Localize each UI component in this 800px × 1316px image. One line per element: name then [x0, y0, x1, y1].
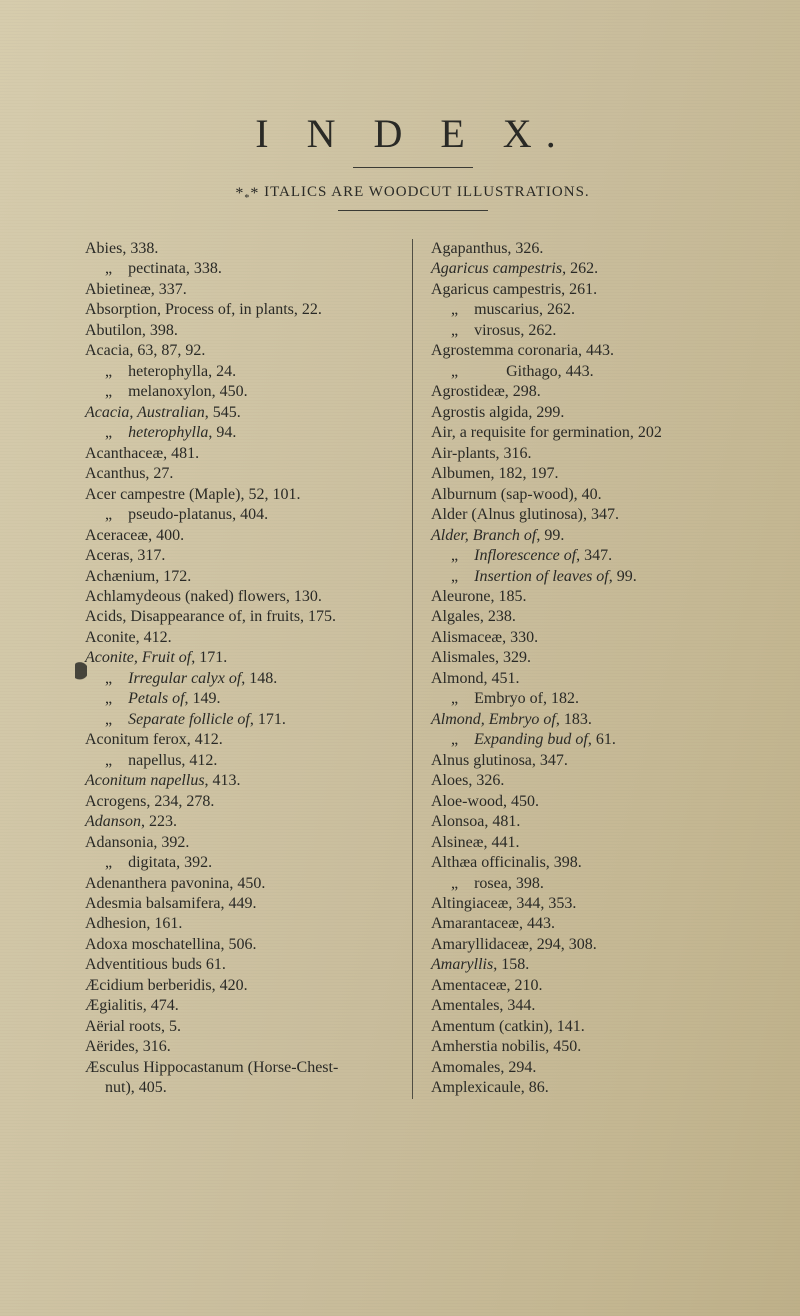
index-entry: „ Irregular calyx of, 148. [85, 669, 394, 689]
index-entry: Acanthus, 27. [85, 464, 394, 484]
index-entry: Almond, Embryo of, 183. [431, 710, 740, 730]
index-entry: Aleurone, 185. [431, 587, 740, 607]
index-entry: Alismales, 329. [431, 648, 740, 668]
index-entry: „ muscarius, 262. [431, 300, 740, 320]
index-entry: „ Insertion of leaves of, 99. [431, 567, 740, 587]
index-entry: Amentales, 344. [431, 996, 740, 1016]
ink-mark-icon [75, 662, 87, 684]
index-entry: Alder, Branch of, 99. [431, 526, 740, 546]
index-entry: „ melanoxylon, 450. [85, 382, 394, 402]
index-entry: Absorption, Process of, in plants, 22. [85, 300, 394, 320]
index-entry: Alburnum (sap-wood), 40. [431, 485, 740, 505]
index-entry: Amaryllidaceæ, 294, 308. [431, 935, 740, 955]
index-entry: Achænium, 172. [85, 567, 394, 587]
subtitle: *** ITALICS ARE WOODCUT ILLUSTRATIONS. [85, 184, 740, 204]
rule-under-subtitle [338, 210, 488, 211]
index-entry: Acer campestre (Maple), 52, 101. [85, 485, 394, 505]
index-entry: Adansonia, 392. [85, 833, 394, 853]
index-entry: Agaricus campestris, 261. [431, 280, 740, 300]
index-entry: Acrogens, 234, 278. [85, 792, 394, 812]
index-entry: Amherstia nobilis, 450. [431, 1037, 740, 1057]
index-title: I N D E X. [85, 110, 740, 157]
index-entry: Aceraceæ, 400. [85, 526, 394, 546]
index-entry: „ rosea, 398. [431, 874, 740, 894]
index-entry: Adventitious buds 61. [85, 955, 394, 975]
index-entry: Aconitum napellus, 413. [85, 771, 394, 791]
index-entry: Agapanthus, 326. [431, 239, 740, 259]
index-entry: „ heterophylla, 24. [85, 362, 394, 382]
index-entry: Acanthaceæ, 481. [85, 444, 394, 464]
index-entry: „ Inflorescence of, 347. [431, 546, 740, 566]
index-entry: Aconitum ferox, 412. [85, 730, 394, 750]
index-entry: Aconite, 412. [85, 628, 394, 648]
index-entry: „ Separate follicle of, 171. [85, 710, 394, 730]
column-left: Abies, 338. „ pectinata, 338.Abietineæ, … [85, 239, 394, 1099]
index-entry: „ Petals of, 149. [85, 689, 394, 709]
index-entry: Aloe-wood, 450. [431, 792, 740, 812]
index-entry: Ægialitis, 474. [85, 996, 394, 1016]
index-entry: Almond, 451. [431, 669, 740, 689]
index-entry: Amarantaceæ, 443. [431, 914, 740, 934]
index-entry: Adoxa moschatellina, 506. [85, 935, 394, 955]
index-entry: Albumen, 182, 197. [431, 464, 740, 484]
index-entry: Alder (Alnus glutinosa), 347. [431, 505, 740, 525]
index-entry: Æcidium berberidis, 420. [85, 976, 394, 996]
index-entry: Abies, 338. [85, 239, 394, 259]
column-right: Agapanthus, 326.Agaricus campestris, 262… [431, 239, 740, 1099]
index-entry: Altingiaceæ, 344, 353. [431, 894, 740, 914]
index-entry: Achlamydeous (naked) flowers, 130. [85, 587, 394, 607]
index-entry: Abutilon, 398. [85, 321, 394, 341]
index-entry: Acacia, 63, 87, 92. [85, 341, 394, 361]
index-entry: Amaryllis, 158. [431, 955, 740, 975]
page: I N D E X. *** ITALICS ARE WOODCUT ILLUS… [0, 0, 800, 1316]
index-entry: Aceras, 317. [85, 546, 394, 566]
index-entry: Æsculus Hippocastanum (Horse-Chest- [85, 1058, 394, 1078]
index-entry: Alonsoa, 481. [431, 812, 740, 832]
index-entry: Agaricus campestris, 262. [431, 259, 740, 279]
index-entry: Abietineæ, 337. [85, 280, 394, 300]
index-entry: Amentum (catkin), 141. [431, 1017, 740, 1037]
index-entry: Alnus glutinosa, 347. [431, 751, 740, 771]
index-entry: Adanson, 223. [85, 812, 394, 832]
index-entry: Aërides, 316. [85, 1037, 394, 1057]
index-entry: „ Githago, 443. [431, 362, 740, 382]
index-entry: „ pseudo-platanus, 404. [85, 505, 394, 525]
index-entry: Agrostis algida, 299. [431, 403, 740, 423]
index-entry: Agrostideæ, 298. [431, 382, 740, 402]
subtitle-text: ITALICS ARE WOODCUT ILLUSTRATIONS. [259, 184, 589, 200]
index-entry: „ napellus, 412. [85, 751, 394, 771]
index-entry: Aloes, 326. [431, 771, 740, 791]
index-entry: Alsineæ, 441. [431, 833, 740, 853]
index-entry: nut), 405. [85, 1078, 394, 1098]
index-entry: Air, a requisite for germination, 202 [431, 423, 740, 443]
index-entry: „ digitata, 392. [85, 853, 394, 873]
index-entry: Amplexicaule, 86. [431, 1078, 740, 1098]
index-entry: „ Embryo of, 182. [431, 689, 740, 709]
index-entry: Adenanthera pavonina, 450. [85, 874, 394, 894]
index-entry: Acacia, Australian, 545. [85, 403, 394, 423]
index-entry: Aconite, Fruit of, 171. [85, 648, 394, 668]
asterisk-left: * [235, 185, 244, 202]
column-divider [412, 239, 413, 1099]
index-entry: Adhesion, 161. [85, 914, 394, 934]
index-entry: Adesmia balsamifera, 449. [85, 894, 394, 914]
index-entry: Aërial roots, 5. [85, 1017, 394, 1037]
index-entry: Alismaceæ, 330. [431, 628, 740, 648]
index-entry: Amentaceæ, 210. [431, 976, 740, 996]
index-entry: „ Expanding bud of, 61. [431, 730, 740, 750]
asterisk-right: * [250, 185, 259, 202]
index-entry: „ pectinata, 338. [85, 259, 394, 279]
index-entry: „ heterophylla, 94. [85, 423, 394, 443]
index-entry: Althæa officinalis, 398. [431, 853, 740, 873]
rule-top [353, 167, 473, 168]
index-entry: „ virosus, 262. [431, 321, 740, 341]
index-entry: Air-plants, 316. [431, 444, 740, 464]
index-entry: Algales, 238. [431, 607, 740, 627]
index-entry: Amomales, 294. [431, 1058, 740, 1078]
index-columns: Abies, 338. „ pectinata, 338.Abietineæ, … [85, 239, 740, 1099]
index-entry: Acids, Disappearance of, in fruits, 175. [85, 607, 394, 627]
index-entry: Agrostemma coronaria, 443. [431, 341, 740, 361]
